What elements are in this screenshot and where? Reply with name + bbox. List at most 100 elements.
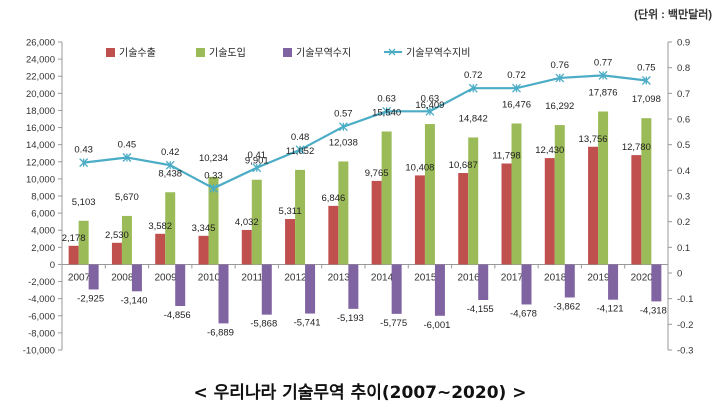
balance-bar bbox=[521, 264, 532, 305]
import-bar bbox=[468, 137, 479, 265]
export-bar bbox=[544, 158, 555, 265]
balance-value-label: -4,121 bbox=[597, 304, 624, 315]
export-value-label: 4,032 bbox=[235, 217, 259, 228]
import-bar bbox=[511, 123, 522, 265]
export-bar bbox=[198, 235, 209, 265]
ratio-value-label: 0.45 bbox=[118, 140, 137, 151]
ratio-point bbox=[555, 73, 565, 83]
import-value-label: 12,038 bbox=[329, 137, 358, 148]
ratio-value-label: 0.72 bbox=[464, 70, 483, 81]
export-bar bbox=[285, 219, 296, 265]
right-tick-label: 0.1 bbox=[677, 243, 690, 254]
balance-value-label: -6,889 bbox=[207, 327, 234, 338]
unit-label: (단위 : 백만달러) bbox=[634, 9, 712, 21]
ratio-value-label: 0.63 bbox=[377, 93, 396, 104]
balance-bar bbox=[651, 264, 662, 302]
left-tick-label: 8,000 bbox=[31, 192, 55, 203]
ratio-point bbox=[425, 106, 435, 116]
ratio-point bbox=[79, 158, 89, 168]
export-bar bbox=[155, 233, 166, 265]
import-value-label: 8,438 bbox=[158, 168, 182, 179]
import-bar bbox=[554, 125, 565, 265]
balance-bar bbox=[88, 264, 99, 290]
chart-labels: 2,178 2,530 3,582 3,345 4,032 5,311 6,846 9,765… bbox=[62, 57, 667, 338]
ratio-value-label: 0.41 bbox=[248, 150, 267, 161]
balance-bar bbox=[261, 264, 272, 315]
export-bar bbox=[241, 229, 252, 265]
balance-bar bbox=[175, 264, 186, 306]
balance-bar bbox=[564, 264, 575, 298]
import-value-label: 5,103 bbox=[72, 197, 96, 208]
left-tick-label: 26,000 bbox=[26, 38, 55, 49]
left-tick-label: 10,000 bbox=[26, 174, 55, 185]
balance-value-label: -5,868 bbox=[250, 319, 277, 330]
import-value-label: 15,540 bbox=[372, 107, 401, 118]
balance-value-label: -2,925 bbox=[77, 293, 104, 304]
export-value-label: 11,798 bbox=[492, 151, 520, 162]
import-bar bbox=[338, 161, 349, 265]
import-bar bbox=[165, 192, 176, 265]
left-tick-label: -8,000 bbox=[28, 328, 55, 339]
right-tick-label: -0.2 bbox=[677, 320, 693, 331]
import-bar bbox=[381, 131, 392, 265]
import-bar bbox=[424, 124, 435, 265]
import-bar bbox=[78, 220, 89, 265]
ratio-point bbox=[468, 83, 478, 93]
right-tick-label: 0 bbox=[677, 269, 682, 280]
right-tick-label: 0.8 bbox=[677, 63, 690, 74]
chart-axes: -10,000 -8,000 -6,000 -4,000 -2,000 0 2,000 4,0… bbox=[23, 38, 694, 357]
legend-label: 기술도입 bbox=[209, 46, 246, 59]
ratio-point bbox=[252, 163, 262, 173]
import-bar bbox=[641, 118, 652, 265]
right-tick-label: 0.6 bbox=[677, 115, 690, 126]
balance-bar bbox=[131, 264, 142, 292]
right-tick-label: 0.9 bbox=[677, 38, 690, 49]
balance-bar bbox=[608, 264, 619, 300]
import-value-label: 11,052 bbox=[286, 146, 314, 157]
right-tick-label: 0.7 bbox=[677, 89, 690, 100]
left-tick-label: 24,000 bbox=[26, 55, 55, 66]
export-value-label: 2,530 bbox=[105, 230, 129, 241]
ratio-value-label: 0.75 bbox=[637, 63, 656, 74]
balance-bar bbox=[348, 264, 359, 309]
balance-value-label: -3,862 bbox=[553, 301, 580, 312]
import-value-label: 16,292 bbox=[545, 101, 574, 112]
ratio-value-label: 0.77 bbox=[594, 57, 613, 68]
export-bar bbox=[588, 146, 599, 265]
balance-value-label: -5,193 bbox=[337, 313, 364, 324]
balance-value-label: -4,678 bbox=[510, 308, 537, 319]
legend-label: 기술수출 bbox=[119, 47, 156, 59]
export-bar bbox=[68, 245, 79, 265]
import-value-label: 17,098 bbox=[632, 94, 661, 105]
legend-swatch bbox=[283, 48, 292, 57]
chart-caption: < 우리나라 기술무역 추이(2007~2020) > bbox=[193, 383, 527, 403]
ratio-point bbox=[641, 76, 651, 85]
export-bar bbox=[414, 175, 425, 265]
ratio-polyline bbox=[83, 74, 647, 190]
ratio-point bbox=[122, 153, 132, 162]
ratio-value-label: 0.76 bbox=[551, 60, 570, 71]
import-value-label: 5,670 bbox=[115, 192, 139, 203]
balance-bar bbox=[305, 264, 316, 314]
balance-value-label: -5,741 bbox=[294, 318, 321, 329]
export-bar bbox=[458, 173, 469, 265]
export-value-label: 3,582 bbox=[148, 221, 172, 232]
right-tick-label: 0.3 bbox=[677, 192, 690, 203]
ratio-point bbox=[209, 183, 218, 193]
import-bar bbox=[121, 215, 132, 265]
left-tick-label: 18,000 bbox=[26, 106, 55, 117]
export-value-label: 10,687 bbox=[449, 160, 478, 171]
legend-line-marker bbox=[388, 48, 396, 56]
left-tick-label: 12,000 bbox=[26, 157, 55, 168]
right-tick-label: -0.3 bbox=[677, 346, 693, 357]
left-tick-label: -6,000 bbox=[28, 311, 55, 322]
balance-bar bbox=[218, 264, 229, 324]
right-tick-label: 0.4 bbox=[677, 166, 690, 177]
chart-bars bbox=[68, 111, 662, 324]
ratio-value-label: 0.48 bbox=[291, 132, 310, 143]
balance-bar bbox=[434, 264, 445, 316]
ratio-value-label: 0.57 bbox=[334, 109, 353, 120]
balance-value-label: -5,775 bbox=[380, 318, 407, 329]
legend-label: 기술무역수지 bbox=[296, 47, 351, 59]
import-value-label: 17,876 bbox=[589, 88, 618, 99]
